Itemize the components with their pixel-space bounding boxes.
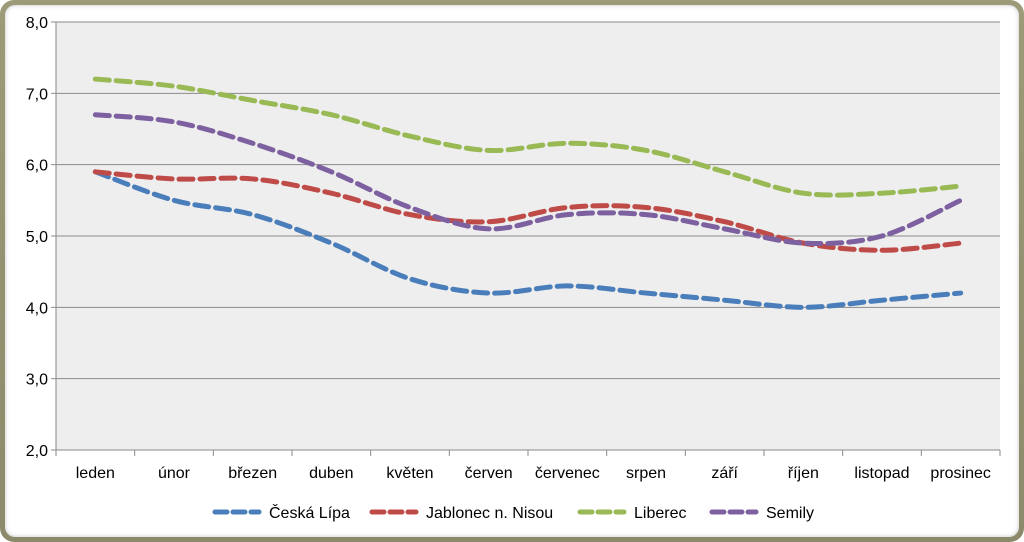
series-line-semily [92,112,964,247]
x-tick-label: květen [386,465,433,482]
x-tick-label: únor [158,465,191,482]
x-tick-label: prosinec [930,465,990,482]
x-tick-label: březen [228,465,277,482]
y-tick-label: 2,0 [26,443,48,460]
x-tick-label: duben [309,465,354,482]
legend-label-semily: Semily [766,505,814,522]
x-tick-label: srpen [626,465,666,482]
legend-label-ceska-lipa: Česká Lípa [269,503,350,522]
x-tick-label: červenec [535,465,600,482]
x-tick-label: listopad [854,465,909,482]
y-tick-label: 3,0 [26,372,48,389]
x-tick-label: říjen [788,465,819,482]
y-tick-label: 5,0 [26,229,48,246]
series-line-liberec [92,76,964,198]
y-tick-label: 7,0 [26,86,48,103]
legend-label-jablonec-n-nisou: Jablonec n. Nisou [426,505,553,522]
x-tick-label: září [711,465,738,482]
y-tick-label: 4,0 [26,300,48,317]
legend-label-liberec: Liberec [634,505,686,522]
y-tick-label: 8,0 [26,15,48,32]
x-tick-label: červen [465,465,513,482]
x-tick-label: leden [76,465,115,482]
series-line-ceska-lipa [92,169,964,310]
y-tick-label: 6,0 [26,158,48,175]
